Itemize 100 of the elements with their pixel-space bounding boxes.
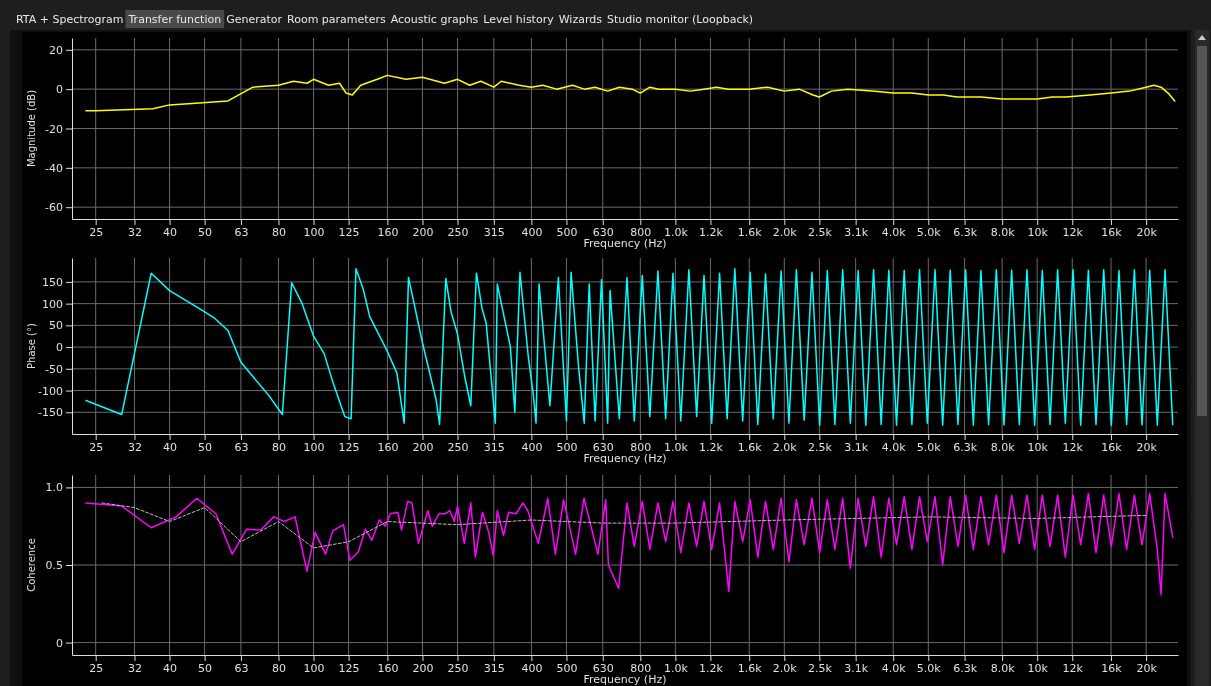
x-tick-label: 16k	[1101, 440, 1123, 454]
x-tick-label: 6.3k	[953, 440, 978, 454]
y-axis-title: Coherence	[26, 538, 37, 592]
x-tick-label: 3.1k	[844, 225, 869, 239]
x-tick-label: 630	[592, 440, 614, 454]
x-tick-label: 250	[447, 661, 469, 675]
x-tick-label: 250	[447, 225, 469, 239]
x-tick-label: 10k	[1027, 440, 1049, 454]
x-tick-label: 5.0k	[916, 440, 942, 454]
x-tick-label: 100	[303, 440, 325, 454]
x-tick-label: 12k	[1062, 440, 1084, 454]
x-tick-label: 80	[271, 661, 286, 675]
x-tick-label: 1.0k	[663, 225, 689, 239]
x-tick-label: 8.0k	[990, 225, 1016, 239]
x-tick-label: 100	[303, 225, 325, 239]
x-tick-label: 2.0k	[772, 225, 798, 239]
x-tick-label: 160	[377, 225, 399, 239]
x-tick-label: 32	[127, 225, 142, 239]
x-tick-label: 315	[483, 661, 505, 675]
y-tick-label: -20	[45, 122, 63, 136]
x-tick-label: 80	[271, 440, 286, 454]
y-tick-label: 150	[42, 275, 63, 289]
y-tick-label: -40	[45, 161, 63, 175]
x-tick-label: 200	[412, 661, 434, 675]
text: Generator	[226, 13, 283, 26]
y-tick-label: 0.5	[45, 559, 63, 573]
x-axis-title: Frequency (Hz)	[583, 237, 667, 250]
x-tick-label: 63	[234, 440, 249, 454]
x-tick-label: 630	[592, 225, 614, 239]
x-tick-label: 315	[483, 440, 505, 454]
x-tick-label: 63	[234, 661, 249, 675]
x-tick-label: 50	[198, 440, 213, 454]
x-tick-label: 50	[198, 661, 213, 675]
x-axis-title: Frequency (Hz)	[583, 673, 667, 686]
x-tick-label: 20k	[1136, 225, 1158, 239]
x-tick-label: 16k	[1101, 661, 1123, 675]
x-tick-label: 1.2k	[698, 661, 724, 675]
y-tick-label: -100	[38, 384, 63, 398]
x-tick-label: 2.5k	[807, 440, 833, 454]
x-tick-label: 400	[521, 440, 543, 454]
x-tick-label: 500	[556, 225, 578, 239]
x-tick-label: 25	[89, 225, 104, 239]
text: Acoustic graphs	[390, 13, 479, 26]
x-tick-label: 5.0k	[916, 661, 942, 675]
text: Level history	[483, 13, 555, 26]
x-tick-label: 16k	[1101, 225, 1123, 239]
x-tick-label: 40	[163, 225, 178, 239]
x-tick-label: 40	[163, 661, 178, 675]
x-tick-label: 5.0k	[916, 225, 942, 239]
y-tick-label: 20	[49, 43, 63, 57]
y-tick-label: 0	[56, 636, 63, 650]
y-tick-label: 0	[56, 83, 63, 97]
x-tick-label: 1.6k	[737, 225, 763, 239]
x-tick-label: 125	[338, 440, 360, 454]
x-tick-label: 125	[338, 661, 360, 675]
x-tick-label: 2.0k	[772, 440, 798, 454]
y-tick-label: 0	[56, 341, 63, 355]
x-tick-label: 40	[163, 440, 178, 454]
x-tick-label: 6.3k	[953, 225, 978, 239]
x-tick-label: 20k	[1136, 440, 1158, 454]
x-tick-label: 1.0k	[663, 661, 689, 675]
x-tick-label: 630	[592, 661, 614, 675]
x-tick-label: 4.0k	[881, 225, 907, 239]
x-tick-label: 8.0k	[990, 440, 1016, 454]
x-tick-label: 20k	[1136, 661, 1158, 675]
x-tick-label: 500	[556, 661, 578, 675]
x-tick-label: 32	[127, 661, 142, 675]
x-tick-label: 200	[412, 225, 434, 239]
x-tick-label: 160	[377, 661, 399, 675]
x-tick-label: 125	[338, 225, 360, 239]
x-tick-label: 10k	[1027, 661, 1049, 675]
x-tick-label: 500	[556, 440, 578, 454]
y-axis-title: Magnitude (dB)	[26, 89, 37, 168]
x-tick-label: 6.3k	[953, 661, 978, 675]
x-tick-label: 50	[198, 225, 213, 239]
x-tick-label: 10k	[1027, 225, 1049, 239]
y-tick-label: -50	[45, 362, 63, 376]
x-tick-label: 12k	[1062, 225, 1084, 239]
text: Studio monitor (Loopback)	[606, 13, 754, 26]
x-tick-label: 2.5k	[807, 225, 833, 239]
x-axis-title: Frequency (Hz)	[583, 452, 667, 465]
x-tick-label: 63	[234, 225, 249, 239]
x-tick-label: 1.0k	[663, 440, 689, 454]
text: Room parameters	[287, 13, 386, 26]
x-tick-label: 1.6k	[737, 440, 763, 454]
x-tick-label: 80	[271, 225, 286, 239]
x-tick-label: 4.0k	[881, 661, 907, 675]
y-tick-label: 100	[42, 297, 63, 311]
x-tick-label: 1.6k	[737, 661, 763, 675]
x-tick-label: 12k	[1062, 661, 1084, 675]
x-tick-label: 4.0k	[881, 440, 907, 454]
x-tick-label: 2.5k	[807, 661, 833, 675]
x-tick-label: 200	[412, 440, 434, 454]
y-tick-label: 1.0	[45, 481, 63, 495]
x-tick-label: 160	[377, 440, 399, 454]
x-tick-label: 3.1k	[844, 440, 869, 454]
y-tick-label: -60	[45, 201, 63, 215]
x-tick-label: 25	[89, 440, 104, 454]
x-tick-label: 800	[630, 440, 652, 454]
x-tick-label: 400	[521, 225, 543, 239]
